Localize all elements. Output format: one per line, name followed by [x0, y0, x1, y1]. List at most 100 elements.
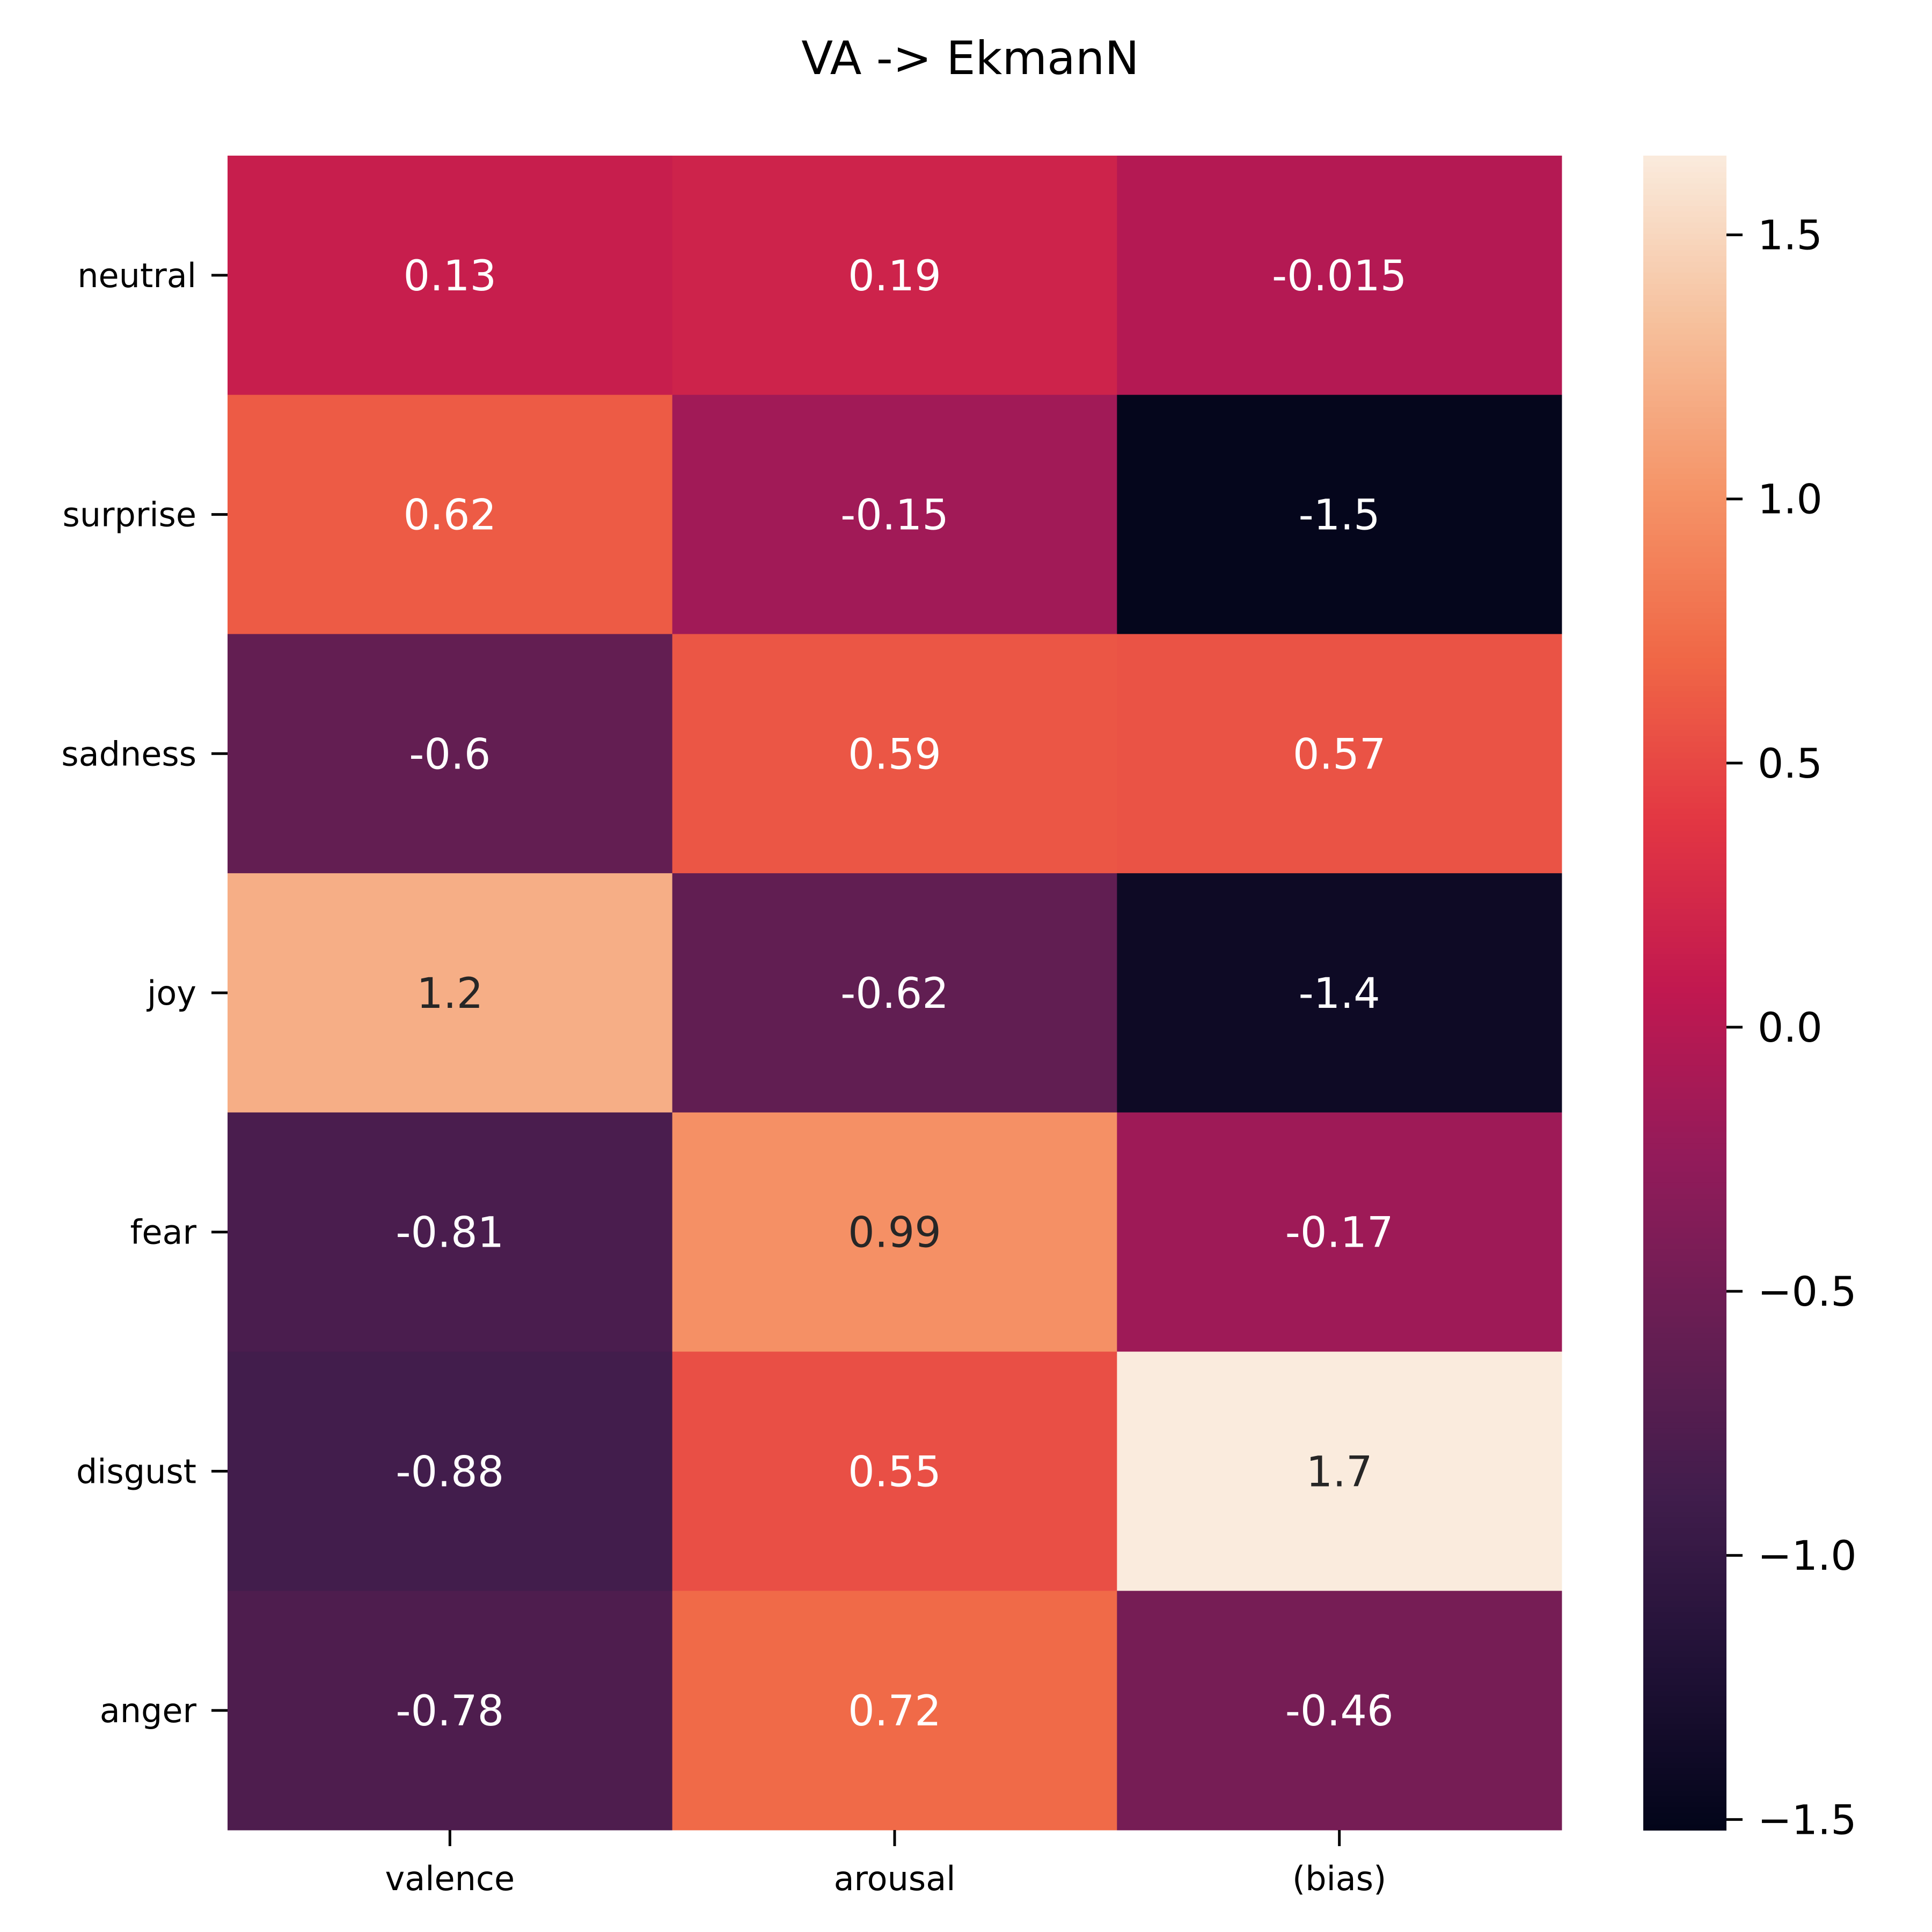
colorbar-segment: [1643, 250, 1726, 257]
colorbar: 1.5 1.0 0.5 0.0 −0.5 −1.0 −1.5: [1643, 156, 1857, 1843]
colorbar-segment: [1643, 306, 1726, 313]
colorbar-segment: [1643, 1495, 1726, 1502]
colorbar-segment: [1643, 1663, 1726, 1669]
colorbar-segment: [1643, 172, 1726, 179]
colorbar-segment: [1643, 1182, 1726, 1189]
colorbar-segment: [1643, 1528, 1726, 1535]
colorbar-segment: [1643, 1545, 1726, 1552]
colorbar-segment: [1643, 742, 1726, 748]
colorbar-segment: [1643, 1188, 1726, 1195]
colorbar-segment: [1643, 1238, 1726, 1245]
cell-value-label: -0.46: [1285, 1687, 1394, 1736]
colorbar-segment: [1643, 1266, 1726, 1272]
colorbar-segment: [1643, 875, 1726, 882]
colorbar-segment: [1643, 540, 1726, 547]
colorbar-segment: [1643, 451, 1726, 458]
colorbar-segment: [1643, 982, 1726, 988]
colorbar-segment: [1643, 1707, 1726, 1714]
colorbar-segment: [1643, 1439, 1726, 1446]
cell-value-label: -0.17: [1285, 1209, 1394, 1257]
colorbar-segment: [1643, 1422, 1726, 1429]
colorbar-segment: [1643, 245, 1726, 251]
colorbar-segment: [1643, 630, 1726, 636]
colorbar-segment: [1643, 1813, 1726, 1820]
colorbar-segment: [1643, 680, 1726, 686]
y-tick-label: fear: [130, 1213, 197, 1252]
colorbar-segment: [1643, 1138, 1726, 1144]
colorbar-segment: [1643, 1110, 1726, 1116]
colorbar-segment: [1643, 1216, 1726, 1223]
colorbar-segment: [1643, 323, 1726, 330]
colorbar-segment: [1643, 1523, 1726, 1529]
colorbar-segment: [1643, 1534, 1726, 1541]
heatmap-cells: [228, 156, 1562, 1831]
colorbar-segment: [1643, 1009, 1726, 1016]
cell-value-label: -0.78: [396, 1687, 504, 1736]
colorbar-segment: [1643, 1551, 1726, 1557]
y-axis: neutral surprise sadness joy fear disgust ange…: [61, 256, 228, 1730]
colorbar-segment: [1643, 1356, 1726, 1362]
colorbar-segment: [1643, 1718, 1726, 1725]
heatmap-cell: [1117, 1112, 1562, 1352]
colorbar-segment: [1643, 1104, 1726, 1111]
cell-value-label: 0.13: [403, 252, 496, 301]
y-tick-label: disgust: [76, 1452, 196, 1491]
colorbar-segment: [1643, 1082, 1726, 1088]
colorbar-segment: [1643, 847, 1726, 854]
colorbar-segment: [1643, 1132, 1726, 1139]
colorbar-segment: [1643, 1607, 1726, 1613]
colorbar-segment: [1643, 233, 1726, 240]
colorbar-segment: [1643, 496, 1726, 502]
colorbar-segment: [1643, 552, 1726, 558]
colorbar-segment: [1643, 412, 1726, 419]
colorbar-segment: [1643, 859, 1726, 865]
x-axis: valence arousal (bias): [385, 1830, 1386, 1898]
colorbar-segment: [1643, 1417, 1726, 1423]
colorbar-segment: [1643, 1696, 1726, 1702]
colorbar-segment: [1643, 457, 1726, 463]
colorbar-segment: [1643, 1249, 1726, 1256]
heatmap-cell: [1117, 1351, 1562, 1591]
heatmap-cell: [1117, 873, 1562, 1113]
colorbar-segment: [1643, 987, 1726, 993]
colorbar-segment: [1643, 479, 1726, 486]
colorbar-segment: [1643, 1690, 1726, 1697]
heatmap-cell: [228, 873, 673, 1113]
colorbar-segment: [1643, 390, 1726, 397]
colorbar-segment: [1643, 312, 1726, 318]
cell-value-label: 0.72: [848, 1687, 941, 1736]
colorbar-segment: [1643, 1651, 1726, 1658]
colorbar-tick-label: 1.5: [1758, 211, 1823, 259]
colorbar-segment: [1643, 1149, 1726, 1155]
colorbar-segment: [1643, 1221, 1726, 1228]
colorbar-segment: [1643, 256, 1726, 262]
colorbar-segment: [1643, 1729, 1726, 1736]
colorbar-segment: [1643, 736, 1726, 742]
colorbar-segment: [1643, 702, 1726, 709]
colorbar-segment: [1643, 1618, 1726, 1624]
colorbar-segment: [1643, 1366, 1726, 1373]
colorbar-segment: [1643, 1026, 1726, 1033]
cell-value-label: -0.81: [396, 1209, 504, 1257]
colorbar-segment: [1643, 1713, 1726, 1719]
colorbar-segment: [1643, 1807, 1726, 1814]
colorbar-segment: [1643, 1294, 1726, 1300]
colorbar-segment: [1643, 1540, 1726, 1546]
heatmap-value-labels: 0.13 0.19 -0.015 0.62 -0.15 -1.5 -0.6 0.59 0.57 1…: [396, 252, 1407, 1736]
heatmap-cell: [672, 1112, 1117, 1352]
colorbar-segment: [1643, 914, 1726, 921]
colorbar-segment: [1643, 468, 1726, 474]
colorbar-segment: [1643, 1305, 1726, 1312]
colorbar-segment: [1643, 1059, 1726, 1066]
colorbar-segment: [1643, 368, 1726, 374]
colorbar-segment: [1643, 898, 1726, 904]
colorbar-segment: [1643, 345, 1726, 352]
y-tick-label: sadness: [61, 734, 196, 773]
colorbar-segment: [1643, 993, 1726, 999]
colorbar-segment: [1643, 658, 1726, 664]
colorbar-segment: [1643, 1512, 1726, 1518]
colorbar-segment: [1643, 697, 1726, 704]
chart-title: VA -> EkmanN: [801, 32, 1139, 85]
colorbar-segment: [1643, 1489, 1726, 1496]
y-tick-label: anger: [100, 1691, 197, 1730]
